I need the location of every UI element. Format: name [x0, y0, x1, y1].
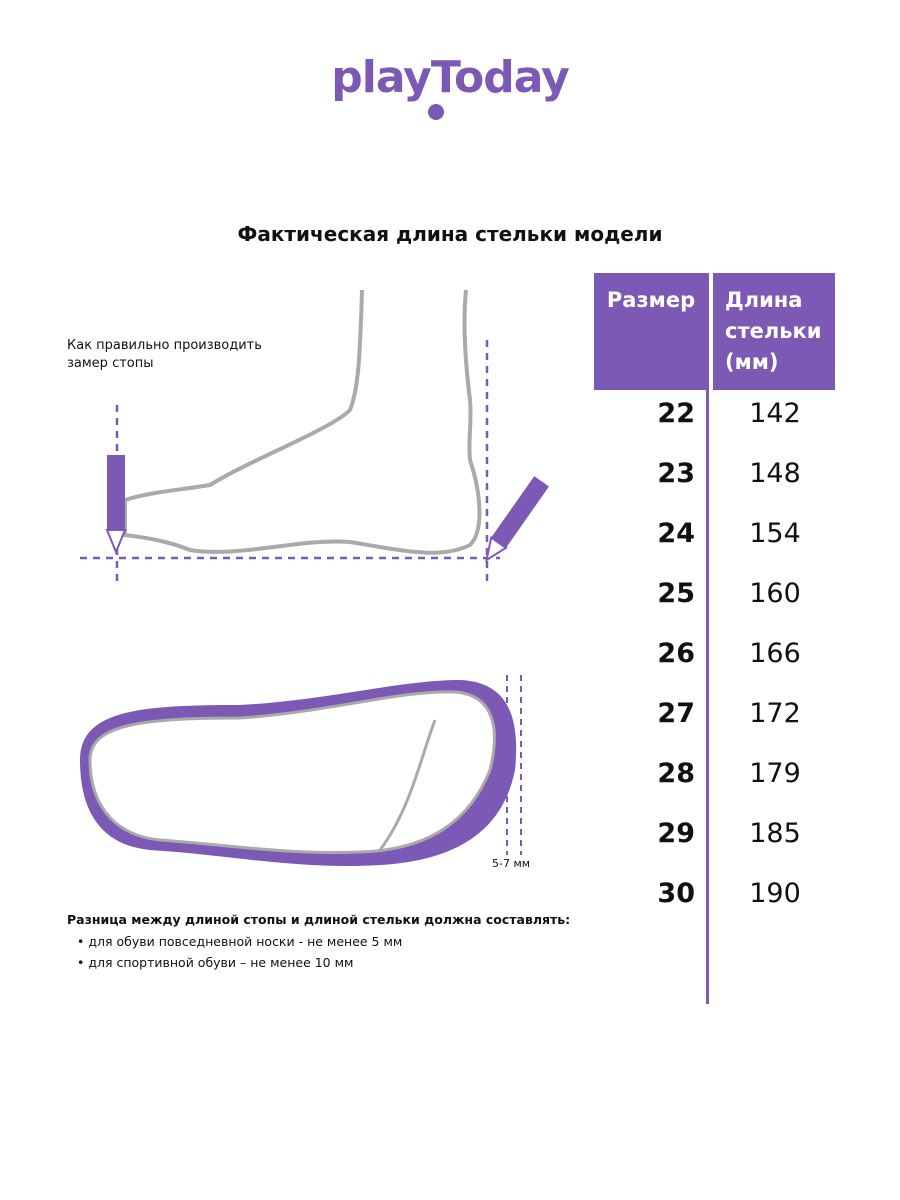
foot-outline-top — [88, 690, 496, 855]
how-to-measure-label: Как правильно производить замер стопы — [67, 338, 262, 371]
gap-label: 5-7 мм — [492, 857, 531, 870]
pencil-left-icon — [105, 455, 127, 555]
bullet-text: для спортивной обуви – не менее 10 мм — [88, 955, 354, 970]
size-cell: 23 — [657, 458, 695, 489]
length-cell: 172 — [749, 698, 801, 729]
bullet-text: для обуви повседневной носки - не менее … — [88, 934, 403, 949]
logo-dot — [428, 104, 444, 120]
difference-title: Разница между длиной стопы и длиной стел… — [67, 912, 571, 927]
length-cell: 148 — [749, 458, 801, 489]
size-cell: 24 — [657, 518, 695, 549]
size-cell: 29 — [657, 818, 695, 849]
size-cell: 22 — [657, 398, 695, 429]
sole-top-illustration — [80, 675, 522, 867]
length-cell: 166 — [749, 638, 801, 669]
bullet-sport: • для спортивной обуви – не менее 10 мм — [77, 955, 354, 970]
bullet-casual: • для обуви повседневной носки - не мене… — [77, 934, 403, 949]
length-cell: 190 — [749, 878, 801, 909]
size-cell: 30 — [657, 878, 695, 909]
side-foot-illustration — [80, 289, 549, 585]
length-cell: 179 — [749, 758, 801, 789]
length-cell: 142 — [749, 398, 801, 429]
page-title: Фактическая длина стельки модели — [237, 222, 663, 246]
foot-outline-side — [123, 289, 482, 555]
header-size: Размер — [594, 273, 708, 390]
size-cell: 28 — [657, 758, 695, 789]
header-length: Длина стельки (мм) — [713, 273, 835, 390]
size-cell: 25 — [657, 578, 695, 609]
pencil-right-icon — [485, 476, 549, 562]
length-cell: 185 — [749, 818, 801, 849]
size-cell: 27 — [657, 698, 695, 729]
brand-logo: playToday — [331, 52, 570, 103]
length-cell: 160 — [749, 578, 801, 609]
size-cell: 26 — [657, 638, 695, 669]
table-divider — [706, 273, 709, 1004]
length-cell: 154 — [749, 518, 801, 549]
